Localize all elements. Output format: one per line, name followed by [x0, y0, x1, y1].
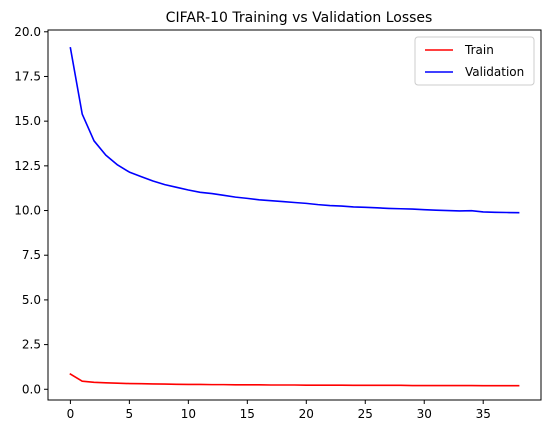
y-tick-label: 12.5	[14, 159, 41, 173]
y-tick-label: 0.0	[22, 382, 41, 396]
legend-box	[414, 36, 535, 86]
x-tick-label: 30	[417, 407, 432, 421]
y-tick-label: 20.0	[14, 25, 41, 39]
x-tick-label: 15	[240, 407, 255, 421]
x-tick-label: 5	[126, 407, 134, 421]
y-tick-label: 5.0	[22, 293, 41, 307]
y-tick-label: 7.5	[22, 248, 41, 262]
series-line-validation	[69, 46, 520, 214]
y-axis: 0.0 2.5 5.0 7.5 10.0 12.5 15.0 17.5 20.0	[14, 25, 48, 396]
x-tick-label: 35	[476, 407, 491, 421]
legend-label-validation: Validation	[465, 65, 524, 79]
x-tick-label: 0	[67, 407, 75, 421]
y-tick-label: 17.5	[14, 69, 41, 83]
chart-title: CIFAR-10 Training vs Validation Losses	[166, 10, 433, 26]
y-tick-label: 15.0	[14, 114, 41, 128]
x-tick-label: 20	[299, 407, 314, 421]
series-layer	[69, 46, 520, 387]
y-tick-label: 2.5	[22, 338, 41, 352]
series-line-train	[69, 372, 520, 387]
y-tick-label: 10.0	[14, 204, 41, 218]
legend-label-train: Train	[464, 43, 494, 57]
x-tick-label: 25	[358, 407, 373, 421]
x-tick-label: 10	[181, 407, 196, 421]
x-axis: 0 5 10 15 20 25 30 35	[67, 400, 491, 421]
plot-area-frame	[47, 29, 542, 401]
legend: Train Validation	[414, 36, 535, 86]
